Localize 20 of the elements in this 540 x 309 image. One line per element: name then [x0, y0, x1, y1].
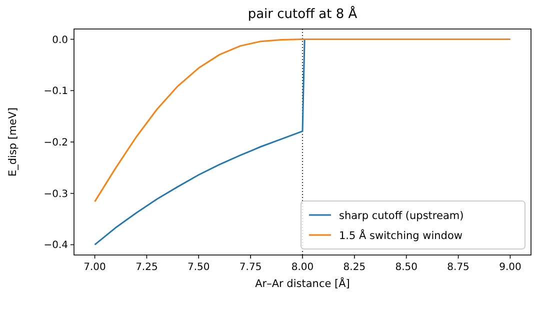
- y-tick-label: 0.0: [52, 34, 68, 46]
- x-tick-label: 8.75: [447, 262, 470, 273]
- y-axis-title: E_disp [meV]: [7, 107, 19, 177]
- y-tick-label: −0.2: [44, 138, 68, 148]
- y-tick-label: −0.1: [44, 86, 68, 98]
- x-tick-label: 7.00: [84, 262, 106, 273]
- x-tick-label: 7.50: [188, 262, 210, 273]
- x-tick-label: 8.50: [395, 262, 418, 273]
- chart-title: pair cutoff at 8 Å: [248, 5, 358, 22]
- x-tick-label: 8.25: [343, 262, 366, 273]
- x-tick-label: 7.25: [136, 262, 158, 273]
- line-series: [94, 38, 511, 202]
- x-axis-title: Ar–Ar distance [Å]: [255, 277, 350, 290]
- legend-label: 1.5 Å switching window: [339, 229, 463, 242]
- x-tick-label: 8.00: [291, 262, 314, 273]
- x-tick-label: 7.75: [239, 262, 262, 273]
- x-tick-label: 9.00: [499, 262, 522, 273]
- y-tick-label: −0.4: [44, 240, 68, 252]
- y-tick-label: −0.3: [44, 188, 68, 200]
- legend-label: sharp cutoff (upstream): [339, 210, 464, 222]
